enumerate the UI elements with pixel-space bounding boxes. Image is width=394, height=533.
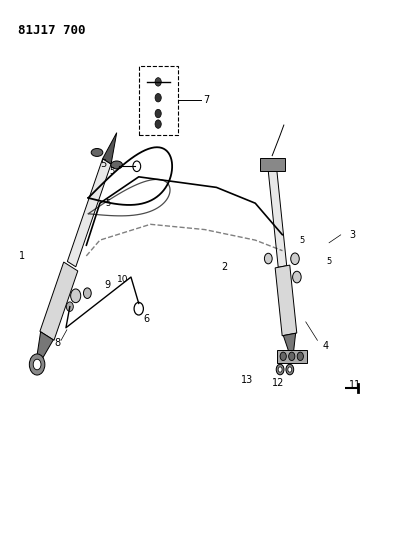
Ellipse shape: [111, 161, 123, 169]
Circle shape: [291, 253, 299, 264]
Circle shape: [297, 352, 303, 360]
Text: 12: 12: [272, 377, 285, 387]
Text: 5: 5: [299, 236, 305, 245]
Circle shape: [33, 359, 41, 370]
Text: 4: 4: [322, 341, 328, 351]
Circle shape: [155, 120, 161, 128]
Ellipse shape: [91, 149, 103, 156]
Text: 5: 5: [327, 257, 332, 266]
Polygon shape: [103, 133, 117, 164]
Text: 7: 7: [203, 95, 209, 106]
Text: 8: 8: [54, 338, 60, 348]
Polygon shape: [268, 166, 287, 268]
Text: 13: 13: [242, 375, 254, 385]
Circle shape: [66, 302, 73, 311]
Circle shape: [293, 271, 301, 283]
Text: 10: 10: [117, 276, 129, 284]
Circle shape: [155, 109, 161, 118]
Text: 1: 1: [19, 251, 25, 261]
Circle shape: [280, 352, 286, 360]
Text: 11: 11: [349, 380, 361, 390]
Circle shape: [155, 78, 161, 86]
Polygon shape: [67, 159, 111, 267]
Circle shape: [289, 352, 295, 360]
Polygon shape: [283, 333, 296, 356]
Text: 9: 9: [104, 280, 111, 290]
Circle shape: [29, 354, 45, 375]
Text: 5: 5: [100, 159, 106, 168]
Text: 2: 2: [221, 262, 227, 271]
Circle shape: [286, 364, 294, 375]
Circle shape: [71, 289, 81, 303]
Circle shape: [155, 93, 161, 102]
Text: 81J17 700: 81J17 700: [18, 24, 86, 37]
Circle shape: [278, 367, 282, 372]
Circle shape: [288, 367, 292, 372]
Bar: [277, 350, 307, 362]
Polygon shape: [275, 265, 297, 336]
Circle shape: [264, 253, 272, 264]
Circle shape: [84, 288, 91, 298]
Polygon shape: [36, 332, 53, 363]
Circle shape: [276, 364, 284, 375]
Polygon shape: [40, 262, 78, 340]
Text: 5: 5: [109, 167, 114, 176]
Bar: [260, 158, 284, 172]
Text: 3: 3: [349, 230, 355, 240]
Text: 6: 6: [143, 314, 150, 324]
Text: 5: 5: [105, 199, 110, 208]
